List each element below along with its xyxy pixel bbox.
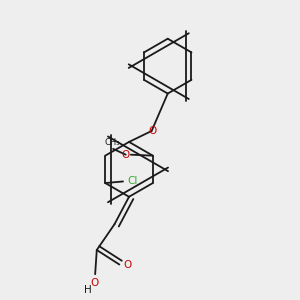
Text: CH₃: CH₃ [105,138,120,147]
Text: O: O [90,278,98,288]
Text: Cl: Cl [127,176,137,187]
Text: O: O [123,260,131,269]
Text: O: O [148,126,157,136]
Text: H: H [84,284,92,295]
Text: O: O [121,150,130,160]
